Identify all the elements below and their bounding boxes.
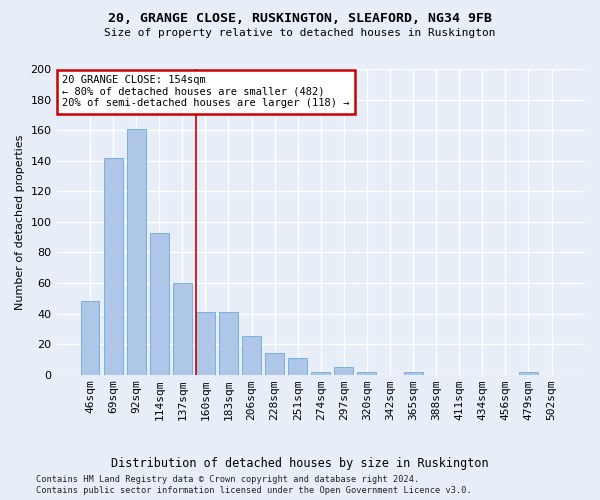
Text: 20 GRANGE CLOSE: 154sqm
← 80% of detached houses are smaller (482)
20% of semi-d: 20 GRANGE CLOSE: 154sqm ← 80% of detache… bbox=[62, 75, 349, 108]
Bar bbox=[265, 353, 284, 374]
Bar bbox=[242, 336, 261, 374]
Bar bbox=[288, 358, 307, 374]
Bar bbox=[104, 158, 122, 374]
Bar bbox=[150, 232, 169, 374]
Bar bbox=[196, 312, 215, 374]
Text: Contains HM Land Registry data © Crown copyright and database right 2024.: Contains HM Land Registry data © Crown c… bbox=[36, 475, 419, 484]
Bar bbox=[173, 283, 192, 374]
Bar bbox=[127, 128, 146, 374]
Bar bbox=[311, 372, 330, 374]
Text: Distribution of detached houses by size in Ruskington: Distribution of detached houses by size … bbox=[111, 458, 489, 470]
Bar bbox=[358, 372, 376, 374]
Text: Contains public sector information licensed under the Open Government Licence v3: Contains public sector information licen… bbox=[36, 486, 472, 495]
Text: 20, GRANGE CLOSE, RUSKINGTON, SLEAFORD, NG34 9FB: 20, GRANGE CLOSE, RUSKINGTON, SLEAFORD, … bbox=[108, 12, 492, 26]
Bar bbox=[519, 372, 538, 374]
Text: Size of property relative to detached houses in Ruskington: Size of property relative to detached ho… bbox=[104, 28, 496, 38]
Bar bbox=[219, 312, 238, 374]
Bar bbox=[334, 367, 353, 374]
Bar bbox=[404, 372, 422, 374]
Y-axis label: Number of detached properties: Number of detached properties bbox=[15, 134, 25, 310]
Bar bbox=[80, 302, 100, 374]
